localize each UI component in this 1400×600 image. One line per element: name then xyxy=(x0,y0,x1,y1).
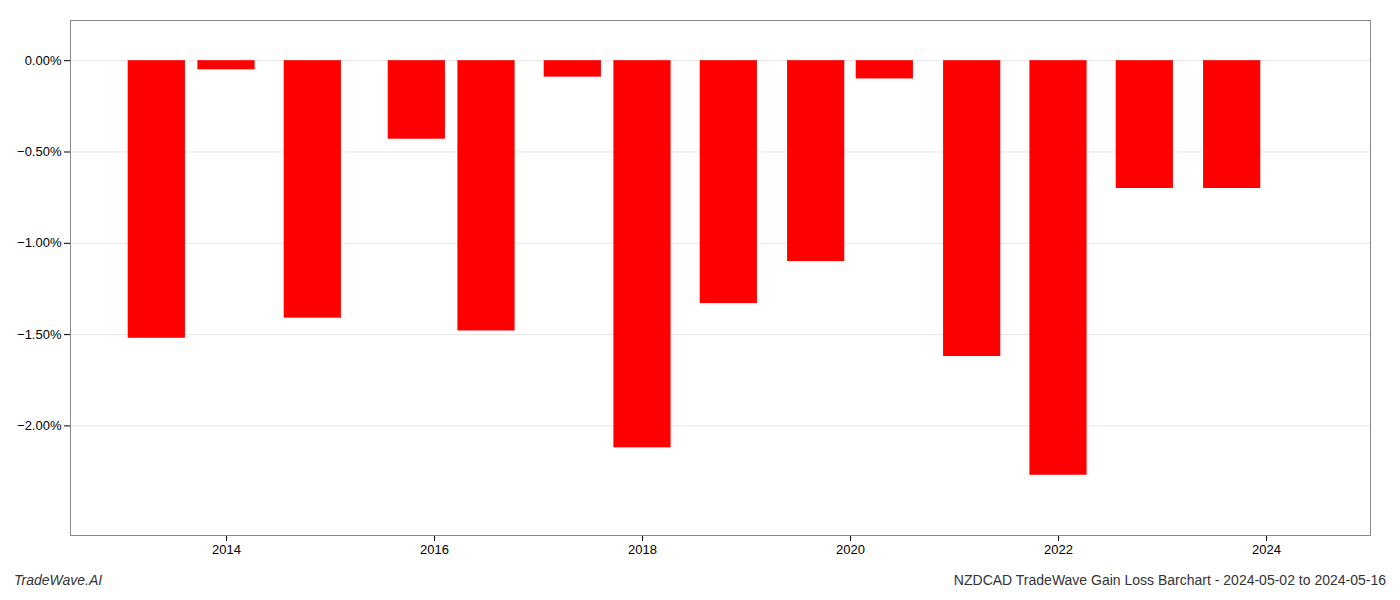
svg-text:−0.50%: −0.50% xyxy=(17,144,62,159)
svg-text:2014: 2014 xyxy=(212,542,241,557)
html-text:NZDCAD TradeWave Gain Loss Bar: NZDCAD TradeWave Gain Loss Barchart - 20… xyxy=(953,572,1386,588)
svg-text:2018: 2018 xyxy=(628,542,657,557)
svg-text:−1.00%: −1.00% xyxy=(17,235,62,250)
svg-text:−1.50%: −1.50% xyxy=(17,327,62,342)
svg-text:2024: 2024 xyxy=(1252,542,1281,557)
svg-text:−2.00%: −2.00% xyxy=(17,418,62,433)
svg-text:2020: 2020 xyxy=(836,542,865,557)
svg-text:2022: 2022 xyxy=(1044,542,1073,557)
svg-text:0.00%: 0.00% xyxy=(25,53,62,68)
html-text:TradeWave.AI: TradeWave.AI xyxy=(14,572,103,588)
svg-text:2016: 2016 xyxy=(420,542,449,557)
